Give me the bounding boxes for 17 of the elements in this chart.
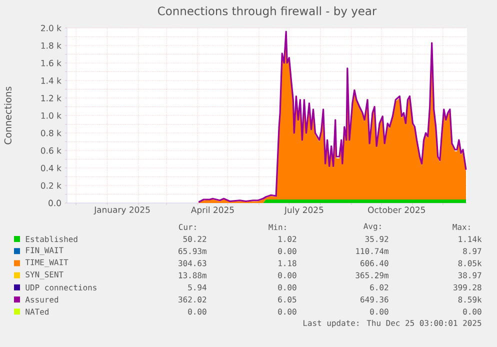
y-tick-label: 1.6 k (41, 60, 62, 66)
y-tick-label: 1.4 k (41, 77, 62, 84)
y-tick-label: 0.0 (48, 200, 61, 206)
y-tick-label: 0.4 k (40, 164, 62, 172)
y-tick-label: 1.0 k (41, 112, 62, 119)
y-tick-label: 1.2 k (41, 94, 62, 102)
y-tick-label: 0.2 k (40, 182, 62, 189)
x-tick-label: October 2025 (368, 206, 425, 214)
x-tick-label: January 2025 (94, 206, 150, 215)
y-tick-label: 1.8 k (41, 42, 62, 49)
chart-title: Connections through firewall - by year (158, 6, 377, 18)
y-tick-label: 0.6 k (40, 147, 62, 154)
x-tick-label: July 2025 (284, 206, 324, 215)
y-tick-label: 0.8 k (40, 130, 62, 136)
y-tick-label: 2.0 k (41, 24, 62, 32)
x-tick-label: April 2025 (190, 206, 234, 215)
y-axis-title: Connections (4, 86, 12, 144)
